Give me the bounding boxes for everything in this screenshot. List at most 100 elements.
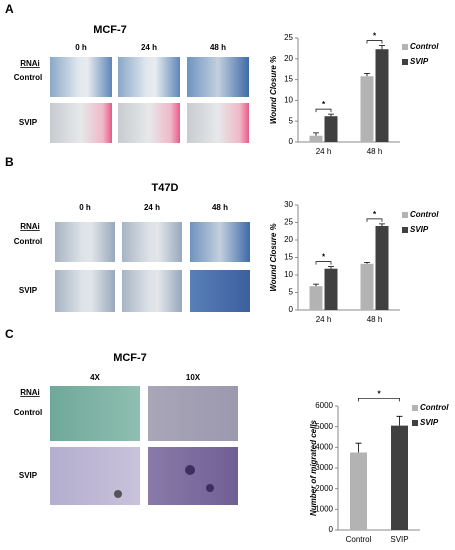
x-tick-label: 48 h (367, 315, 383, 324)
legend-label: Control (410, 210, 439, 219)
x-tick-label: 24 h (316, 147, 332, 156)
error-bar (313, 283, 319, 287)
row-label: SVIP (19, 286, 38, 295)
y-tick-label: 30 (284, 200, 293, 209)
micrograph (118, 103, 180, 143)
significance-bracket (366, 218, 383, 222)
legend-label: SVIP (410, 57, 429, 66)
significance-star: * (377, 389, 381, 398)
y-tick-label: 3000 (315, 463, 333, 472)
x-tick-label: 48 h (367, 147, 383, 156)
y-axis-label: Number of migrated cells (309, 419, 318, 516)
micrograph (55, 270, 115, 312)
legend-label: Control (420, 403, 449, 412)
bar (375, 49, 389, 143)
error-bar (355, 442, 362, 453)
legend-label: Control (410, 42, 439, 51)
bar (324, 268, 338, 310)
y-tick-label: 1000 (315, 504, 333, 513)
significance-star: * (373, 210, 377, 219)
micrograph (55, 222, 115, 262)
micrograph (50, 447, 140, 505)
micrographs (50, 57, 250, 505)
row-label: SVIP (19, 118, 38, 127)
micrograph (187, 103, 249, 143)
error-bar (328, 266, 334, 269)
significance-bracket (315, 261, 332, 265)
bar (360, 76, 374, 142)
significance-star: * (322, 100, 326, 109)
y-tick-label: 6000 (315, 401, 333, 410)
bar (309, 135, 323, 142)
row-label: SVIP (19, 471, 38, 480)
column-header: 0 h (75, 43, 87, 52)
legend-swatch (402, 59, 408, 65)
bar (375, 226, 389, 310)
significance-bracket (315, 108, 332, 113)
y-tick-label: 4000 (315, 442, 333, 451)
y-axis-label: Wound Closure % (269, 223, 278, 291)
x-tick-label: 24 h (316, 315, 332, 324)
x-tick-label: SVIP (390, 535, 408, 544)
column-header: 4X (90, 373, 100, 382)
y-tick-label: 0 (289, 305, 294, 314)
error-bar (379, 223, 385, 226)
panel-letter: B (5, 155, 14, 169)
micrograph (148, 447, 238, 505)
micrograph (190, 270, 250, 312)
bar (360, 263, 374, 310)
error-bar (364, 72, 370, 77)
legend-swatch (402, 44, 408, 50)
y-tick-label: 5 (289, 288, 294, 297)
significance-bracket (366, 40, 383, 44)
micrograph (190, 222, 250, 262)
column-header: 48 h (212, 203, 228, 212)
panel-title: MCF-7 (93, 24, 127, 36)
micrograph (187, 57, 249, 97)
bar (391, 425, 408, 530)
row-label: Control (14, 73, 42, 82)
error-bar (379, 45, 385, 50)
y-tick-label: 0 (289, 137, 294, 146)
error-bar (328, 113, 334, 117)
y-tick-label: 5000 (315, 422, 333, 431)
row-header: RNAi (20, 59, 40, 68)
y-axis-label: Wound Closure % (269, 56, 278, 124)
y-tick-label: 20 (284, 235, 293, 244)
legend-swatch (412, 405, 418, 411)
panel-letter: A (5, 2, 14, 16)
cell-cluster (206, 484, 214, 492)
row-label: Control (14, 408, 42, 417)
y-tick-label: 15 (284, 253, 293, 262)
error-bar (364, 262, 370, 264)
column-header: 10X (186, 373, 201, 382)
legend-swatch (402, 227, 408, 233)
y-tick-label: 20 (284, 54, 293, 63)
micrograph (50, 57, 112, 97)
y-tick-label: 10 (284, 96, 293, 105)
legend-label: SVIP (410, 225, 429, 234)
y-tick-label: 15 (284, 75, 293, 84)
x-tick-label: Control (346, 535, 372, 544)
legend-swatch (402, 212, 408, 218)
column-header: 24 h (141, 43, 157, 52)
panel-letter: C (5, 327, 14, 341)
micrograph (50, 386, 140, 441)
bar (309, 286, 323, 310)
micrograph (118, 57, 180, 97)
column-header: 0 h (79, 203, 91, 212)
significance-star: * (373, 32, 377, 41)
column-header: 24 h (144, 203, 160, 212)
micrograph (148, 386, 238, 441)
row-label: Control (14, 237, 42, 246)
significance-bracket (358, 397, 400, 402)
error-bar (313, 132, 319, 136)
error-bar (396, 415, 403, 426)
y-tick-label: 2000 (315, 484, 333, 493)
y-tick-label: 10 (284, 270, 293, 279)
bar (324, 116, 338, 142)
cell-cluster (185, 465, 195, 475)
y-tick-label: 25 (284, 218, 293, 227)
panel-title: T47D (152, 182, 179, 194)
